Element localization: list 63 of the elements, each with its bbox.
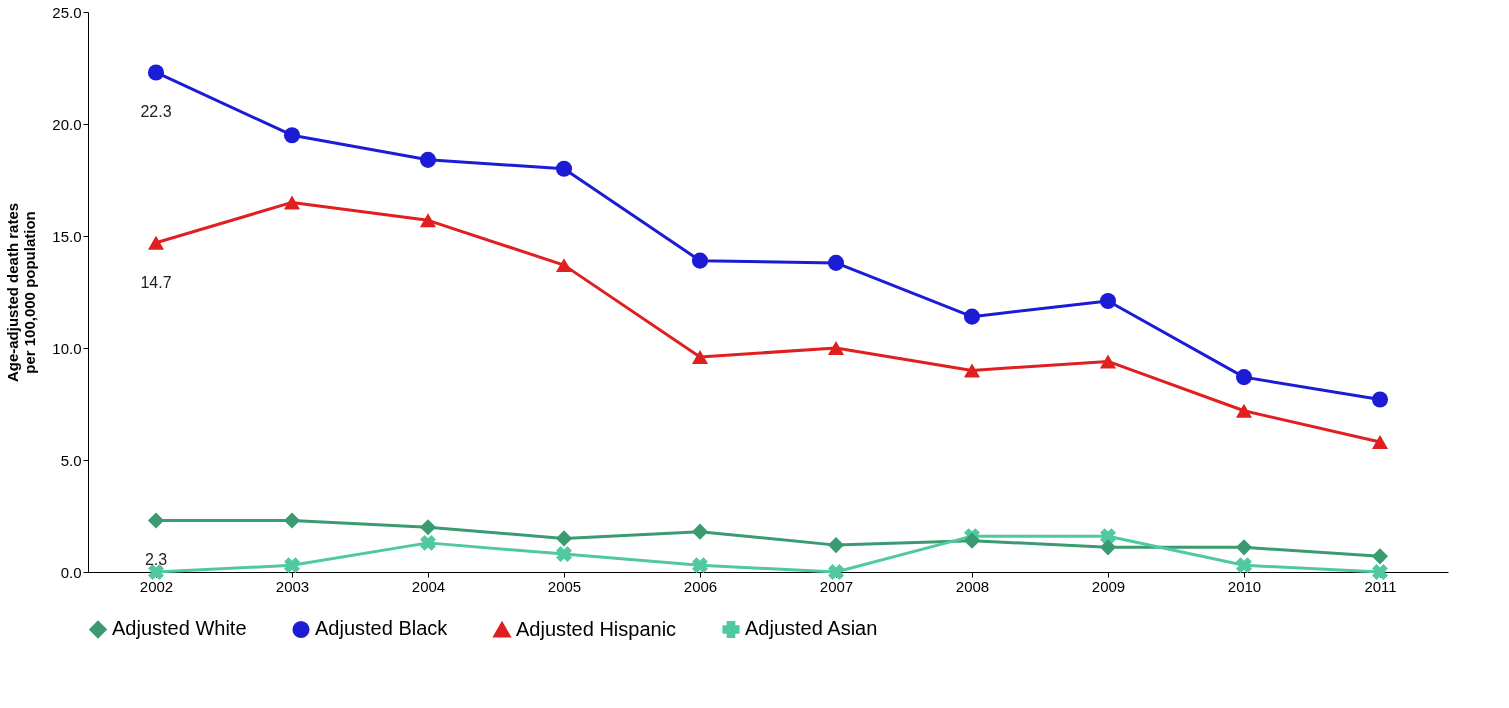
legend-label: Adjusted White xyxy=(112,617,247,640)
y-tick-label: 0.0 xyxy=(60,563,82,581)
point xyxy=(147,235,165,250)
point xyxy=(1371,435,1389,450)
point xyxy=(827,341,845,355)
point xyxy=(419,151,437,168)
point xyxy=(963,532,981,549)
legend-label: Adjusted Hispanic xyxy=(516,617,677,640)
x-tick-label: 2011 xyxy=(1364,577,1397,595)
y-axis-title: Age-adjusted death rates per 100,000 population xyxy=(4,202,39,383)
y-tick-label: 25.0 xyxy=(52,3,82,21)
point xyxy=(555,258,573,273)
point xyxy=(692,557,708,574)
point xyxy=(283,195,301,210)
point xyxy=(1235,539,1253,556)
legend-label: Adjusted Asian xyxy=(745,617,878,640)
point xyxy=(556,546,572,563)
x-tick-label: 2008 xyxy=(955,577,990,595)
x-tick-label: 2010 xyxy=(1227,577,1262,595)
x-tick-label: 2007 xyxy=(819,577,854,595)
data-label: 2.3 xyxy=(144,551,168,569)
point xyxy=(1371,391,1389,408)
point xyxy=(1099,354,1117,369)
point xyxy=(147,512,165,529)
x-tick-label: 2002 xyxy=(139,577,174,595)
x-tick-label: 2005 xyxy=(547,577,582,595)
x-tick-label: 2006 xyxy=(683,577,718,595)
y-tick-label: 20.0 xyxy=(52,115,82,133)
point xyxy=(963,363,981,378)
point xyxy=(691,523,709,540)
data-label: 14.7 xyxy=(140,273,172,291)
point xyxy=(691,252,709,269)
point xyxy=(827,537,845,554)
point xyxy=(827,254,845,271)
point xyxy=(420,534,436,551)
point xyxy=(284,557,300,574)
y-tick-label: 5.0 xyxy=(60,451,82,469)
point xyxy=(419,213,437,228)
point xyxy=(1372,564,1388,580)
point xyxy=(283,127,301,144)
point xyxy=(963,308,981,325)
point xyxy=(691,349,709,364)
point xyxy=(1099,539,1117,556)
point xyxy=(828,564,844,580)
y-tick-label: 15.0 xyxy=(52,227,82,245)
point xyxy=(147,64,165,81)
y-tick-label: 10.0 xyxy=(52,339,82,357)
data-label: 22.3 xyxy=(140,103,172,121)
x-tick-label: 2003 xyxy=(275,577,310,595)
point xyxy=(283,512,301,529)
x-tick-label: 2004 xyxy=(411,577,446,595)
point xyxy=(1371,548,1389,565)
point xyxy=(1235,403,1253,418)
point xyxy=(555,160,573,177)
legend-label: Adjusted Black xyxy=(315,617,449,640)
point xyxy=(419,519,437,536)
point xyxy=(1235,369,1253,386)
point xyxy=(555,530,573,547)
point xyxy=(1236,557,1252,574)
x-tick-label: 2009 xyxy=(1091,577,1126,595)
point xyxy=(1100,528,1116,545)
point xyxy=(1099,292,1117,310)
point xyxy=(148,564,164,580)
